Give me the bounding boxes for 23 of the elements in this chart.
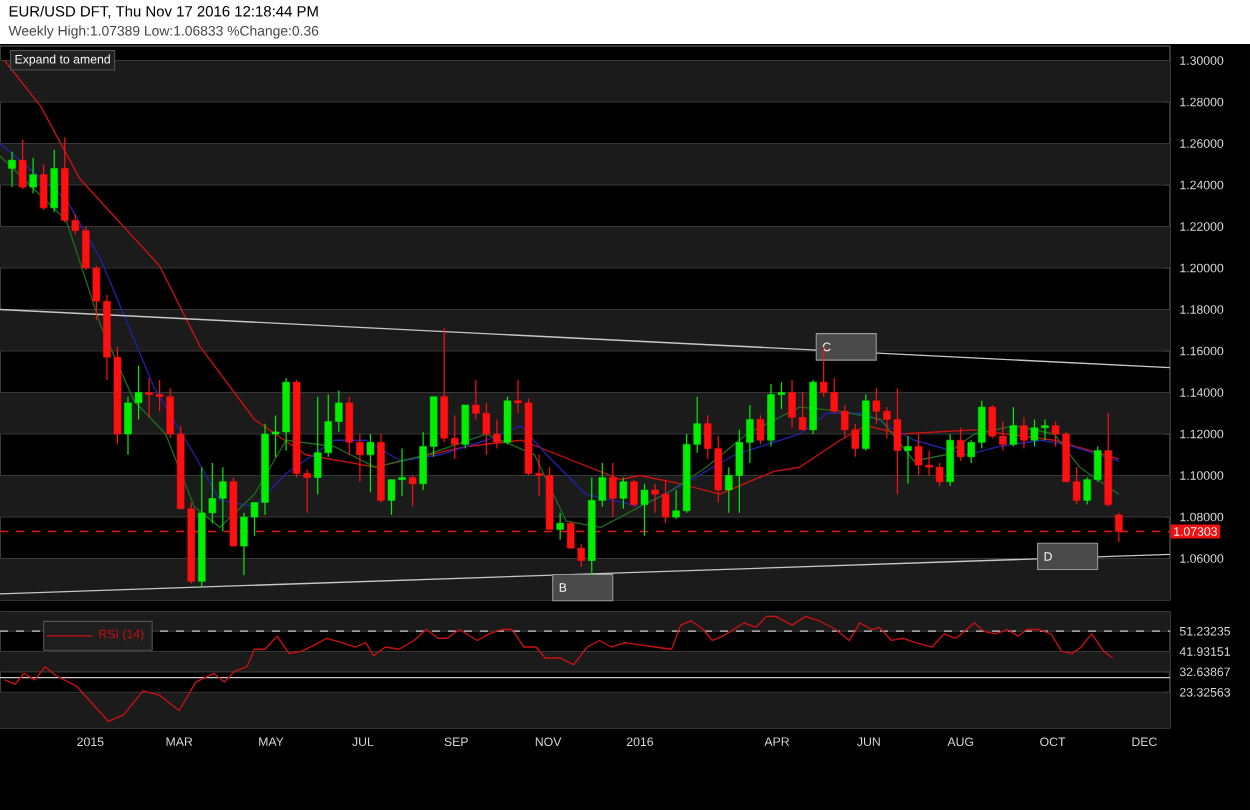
candlestick	[756, 414, 765, 445]
candlestick	[556, 512, 564, 541]
candlestick	[904, 435, 912, 485]
candlestick	[809, 379, 817, 435]
candlestick	[29, 157, 37, 194]
candlestick	[640, 483, 649, 537]
candlestick	[630, 479, 638, 508]
candlestick	[50, 149, 58, 213]
candlestick	[956, 427, 965, 462]
candlestick	[1115, 512, 1123, 543]
candlestick	[461, 404, 470, 450]
candlestick	[366, 433, 375, 493]
candlestick	[1020, 416, 1028, 450]
candlestick	[39, 163, 48, 211]
candlestick	[8, 151, 16, 188]
candlestick	[946, 433, 954, 487]
candlestick	[18, 138, 27, 190]
candlestick	[619, 476, 628, 510]
candlestick	[862, 393, 870, 452]
candlestick	[503, 396, 512, 445]
candlestick	[609, 462, 617, 518]
candlestick	[1009, 406, 1018, 448]
candlestick	[408, 474, 417, 508]
